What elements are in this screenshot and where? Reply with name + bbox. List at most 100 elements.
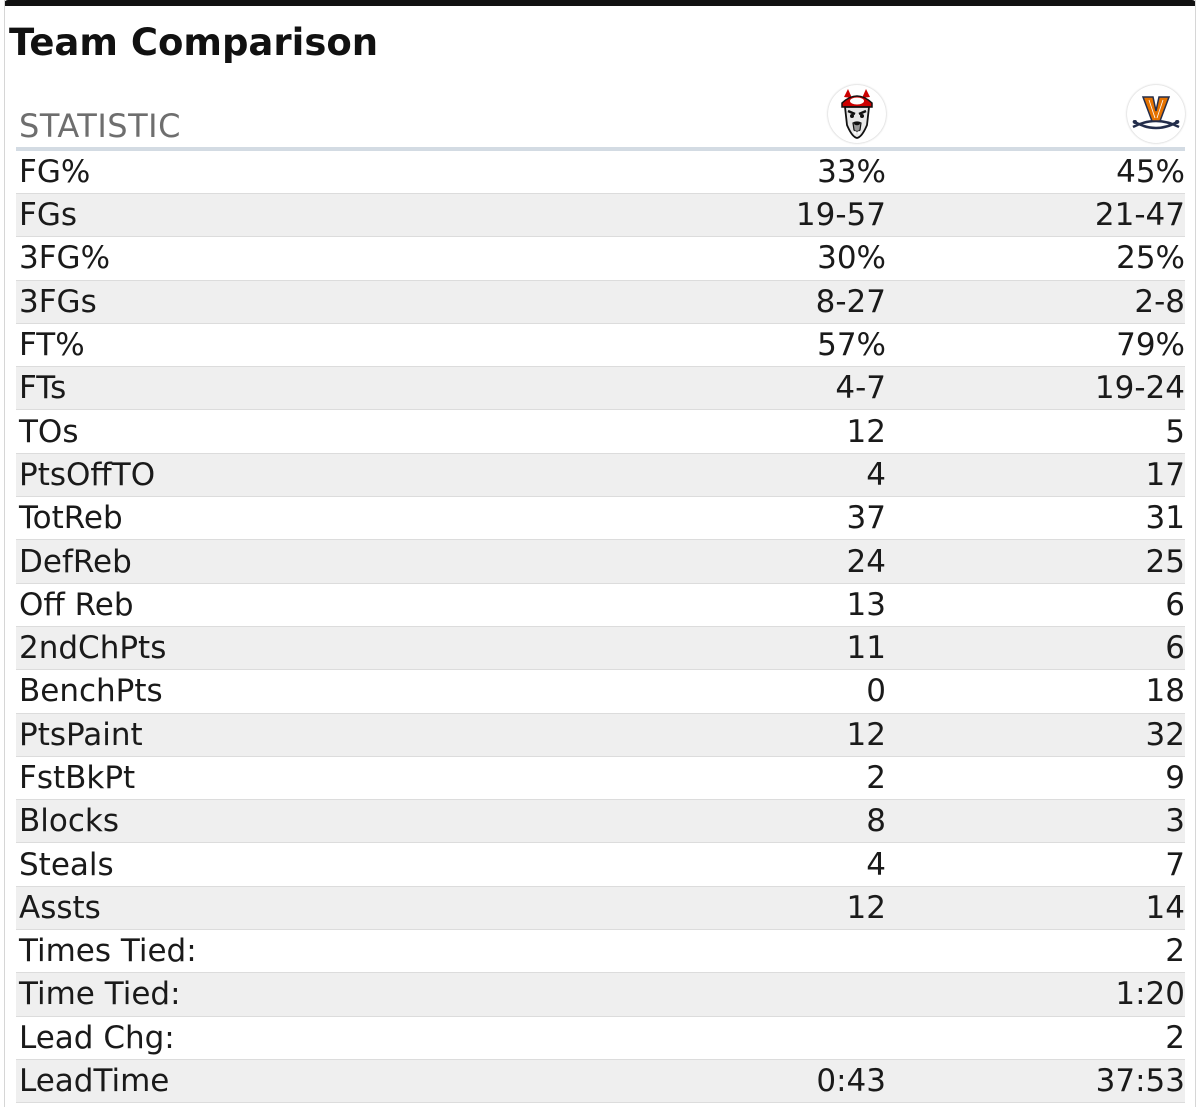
table-row: FTs 4-7 19-24 [16,366,1185,410]
stat-label-cell: FG% [19,154,91,190]
stat-label-cell: Off Reb [19,586,134,623]
team2-value-cell: 18 [1145,673,1185,710]
team2-value-cell: 17 [1145,456,1185,493]
team2-value-cell: 2 [1165,1019,1185,1056]
stat-label-cell: Times Tied: [19,933,197,970]
team2-value-cell: 14 [1145,889,1185,926]
team2-value-cell: 2 [1165,933,1185,970]
team2-value-cell: 32 [1145,716,1185,753]
table-row: Assts 12 14 [16,886,1185,930]
team-comparison-table: STATISTIC [16,79,1185,1103]
stat-label-cell: TOs [19,413,79,450]
statistic-column-header: STATISTIC [19,107,181,145]
table-row: 3FG% 30% 25% [16,237,1185,281]
table-row: Time Tied: 1:20 [16,972,1185,1017]
team1-value-cell: 0 [866,673,886,710]
stat-label-cell: BenchPts [19,673,163,710]
table-row: TOs 12 5 [16,410,1185,454]
team2-value-cell: 37:53 [1095,1063,1185,1100]
table-row: TotReb 37 31 [16,497,1185,540]
stat-label-cell: FT% [19,327,85,364]
table-row: FT% 57% 79% [16,323,1185,367]
stat-label-cell: Blocks [19,803,119,840]
table-row: Blocks 8 3 [16,799,1185,843]
team2-value-cell: 1:20 [1115,976,1185,1013]
team1-value-cell: 4 [866,846,886,883]
team2-value-cell: 45% [1116,154,1185,190]
stat-label-cell: 3FGs [19,283,97,320]
stat-label-cell: Steals [19,846,114,883]
team1-value-cell: 0:43 [816,1063,886,1100]
team1-value-cell: 33% [817,154,886,190]
stat-label-cell: FGs [19,197,78,234]
table-row: Steals 4 7 [16,843,1185,887]
table-row: FGs 19-57 21-47 [16,193,1185,237]
table-row: 3FGs 8-27 2-8 [16,280,1185,324]
team1-value-cell: 12 [846,716,886,753]
team2-value-cell: 6 [1165,586,1185,623]
nc-state-wolf-logo-icon [828,85,886,143]
team1-value-cell [716,930,886,973]
table-row: LeadTime 0:43 37:53 [16,1059,1185,1103]
team2-value-cell: 79% [1116,327,1185,364]
team1-value-cell: 12 [846,889,886,926]
table-row: PtsOffTO 4 17 [16,453,1185,497]
team1-value-cell [716,1016,886,1059]
team1-value-cell: 4-7 [835,370,886,407]
team1-column-header [716,79,886,149]
team-comparison-table-wrapper: STATISTIC [16,79,1185,1103]
team1-value-cell: 13 [846,586,886,623]
team2-value-cell: 25% [1116,240,1185,277]
table-row: 2ndChPts 11 6 [16,626,1185,670]
page-title: Team Comparison [9,21,379,64]
team1-value-cell: 37 [846,500,886,537]
team2-value-cell: 31 [1145,500,1185,537]
team1-value-cell: 4 [866,456,886,493]
team2-value-cell: 7 [1165,846,1185,883]
team2-value-cell: 25 [1145,543,1185,580]
table-row: FstBkPt 2 9 [16,756,1185,800]
team1-value-cell: 19-57 [795,197,886,234]
panel-right-edge [1195,0,1196,1107]
stat-label-cell: LeadTime [19,1063,170,1100]
panel-left-edge [4,0,5,1107]
table-row: PtsPaint 12 32 [16,713,1185,757]
team2-value-cell: 21-47 [1094,197,1185,234]
table-row: Times Tied: 2 [16,930,1185,973]
stat-label-cell: TotReb [19,500,123,537]
table-row: DefReb 24 25 [16,539,1185,584]
team2-value-cell: 2-8 [1134,283,1185,320]
team1-value-cell: 30% [817,240,886,277]
table-header-row: STATISTIC [16,79,1185,149]
stat-label-cell: PtsOffTO [19,456,156,493]
table-row: BenchPts 0 18 [16,670,1185,714]
team2-column-header [886,79,1185,149]
team1-value-cell: 2 [866,760,886,796]
stat-label-cell: Assts [19,889,101,926]
team1-value-cell: 12 [846,413,886,450]
table-row: Off Reb 13 6 [16,583,1185,627]
stat-label-cell: 2ndChPts [19,630,167,667]
team1-value-cell: 8-27 [815,283,886,320]
table-row: Lead Chg: 2 [16,1016,1185,1060]
stat-label-cell: FTs [19,370,67,407]
panel-top-border [4,0,1196,6]
team2-value-cell: 9 [1165,760,1185,796]
stat-label-cell: PtsPaint [19,716,143,753]
table-row: FG% 33% 45% [16,149,1185,194]
virginia-cavaliers-logo-icon [1127,85,1185,143]
stat-label-cell: FstBkPt [19,760,136,796]
stat-label-cell: Lead Chg: [19,1019,175,1056]
team1-value-cell: 8 [866,803,886,840]
team2-value-cell: 6 [1165,630,1185,667]
stat-label-cell: 3FG% [19,240,111,277]
team2-value-cell: 3 [1165,803,1185,840]
table-body: FG% 33% 45% FGs 19-57 21-47 3FG% 30% 25% 3FGs 8-27… [16,149,1185,1103]
team1-value-cell: 57% [817,327,886,364]
team2-value-cell: 19-24 [1094,370,1185,407]
team1-value-cell: 24 [846,543,886,580]
team2-value-cell: 5 [1165,413,1185,450]
team1-value-cell: 11 [846,630,886,667]
team1-value-cell [716,973,886,1016]
stat-label-cell: DefReb [19,543,132,580]
